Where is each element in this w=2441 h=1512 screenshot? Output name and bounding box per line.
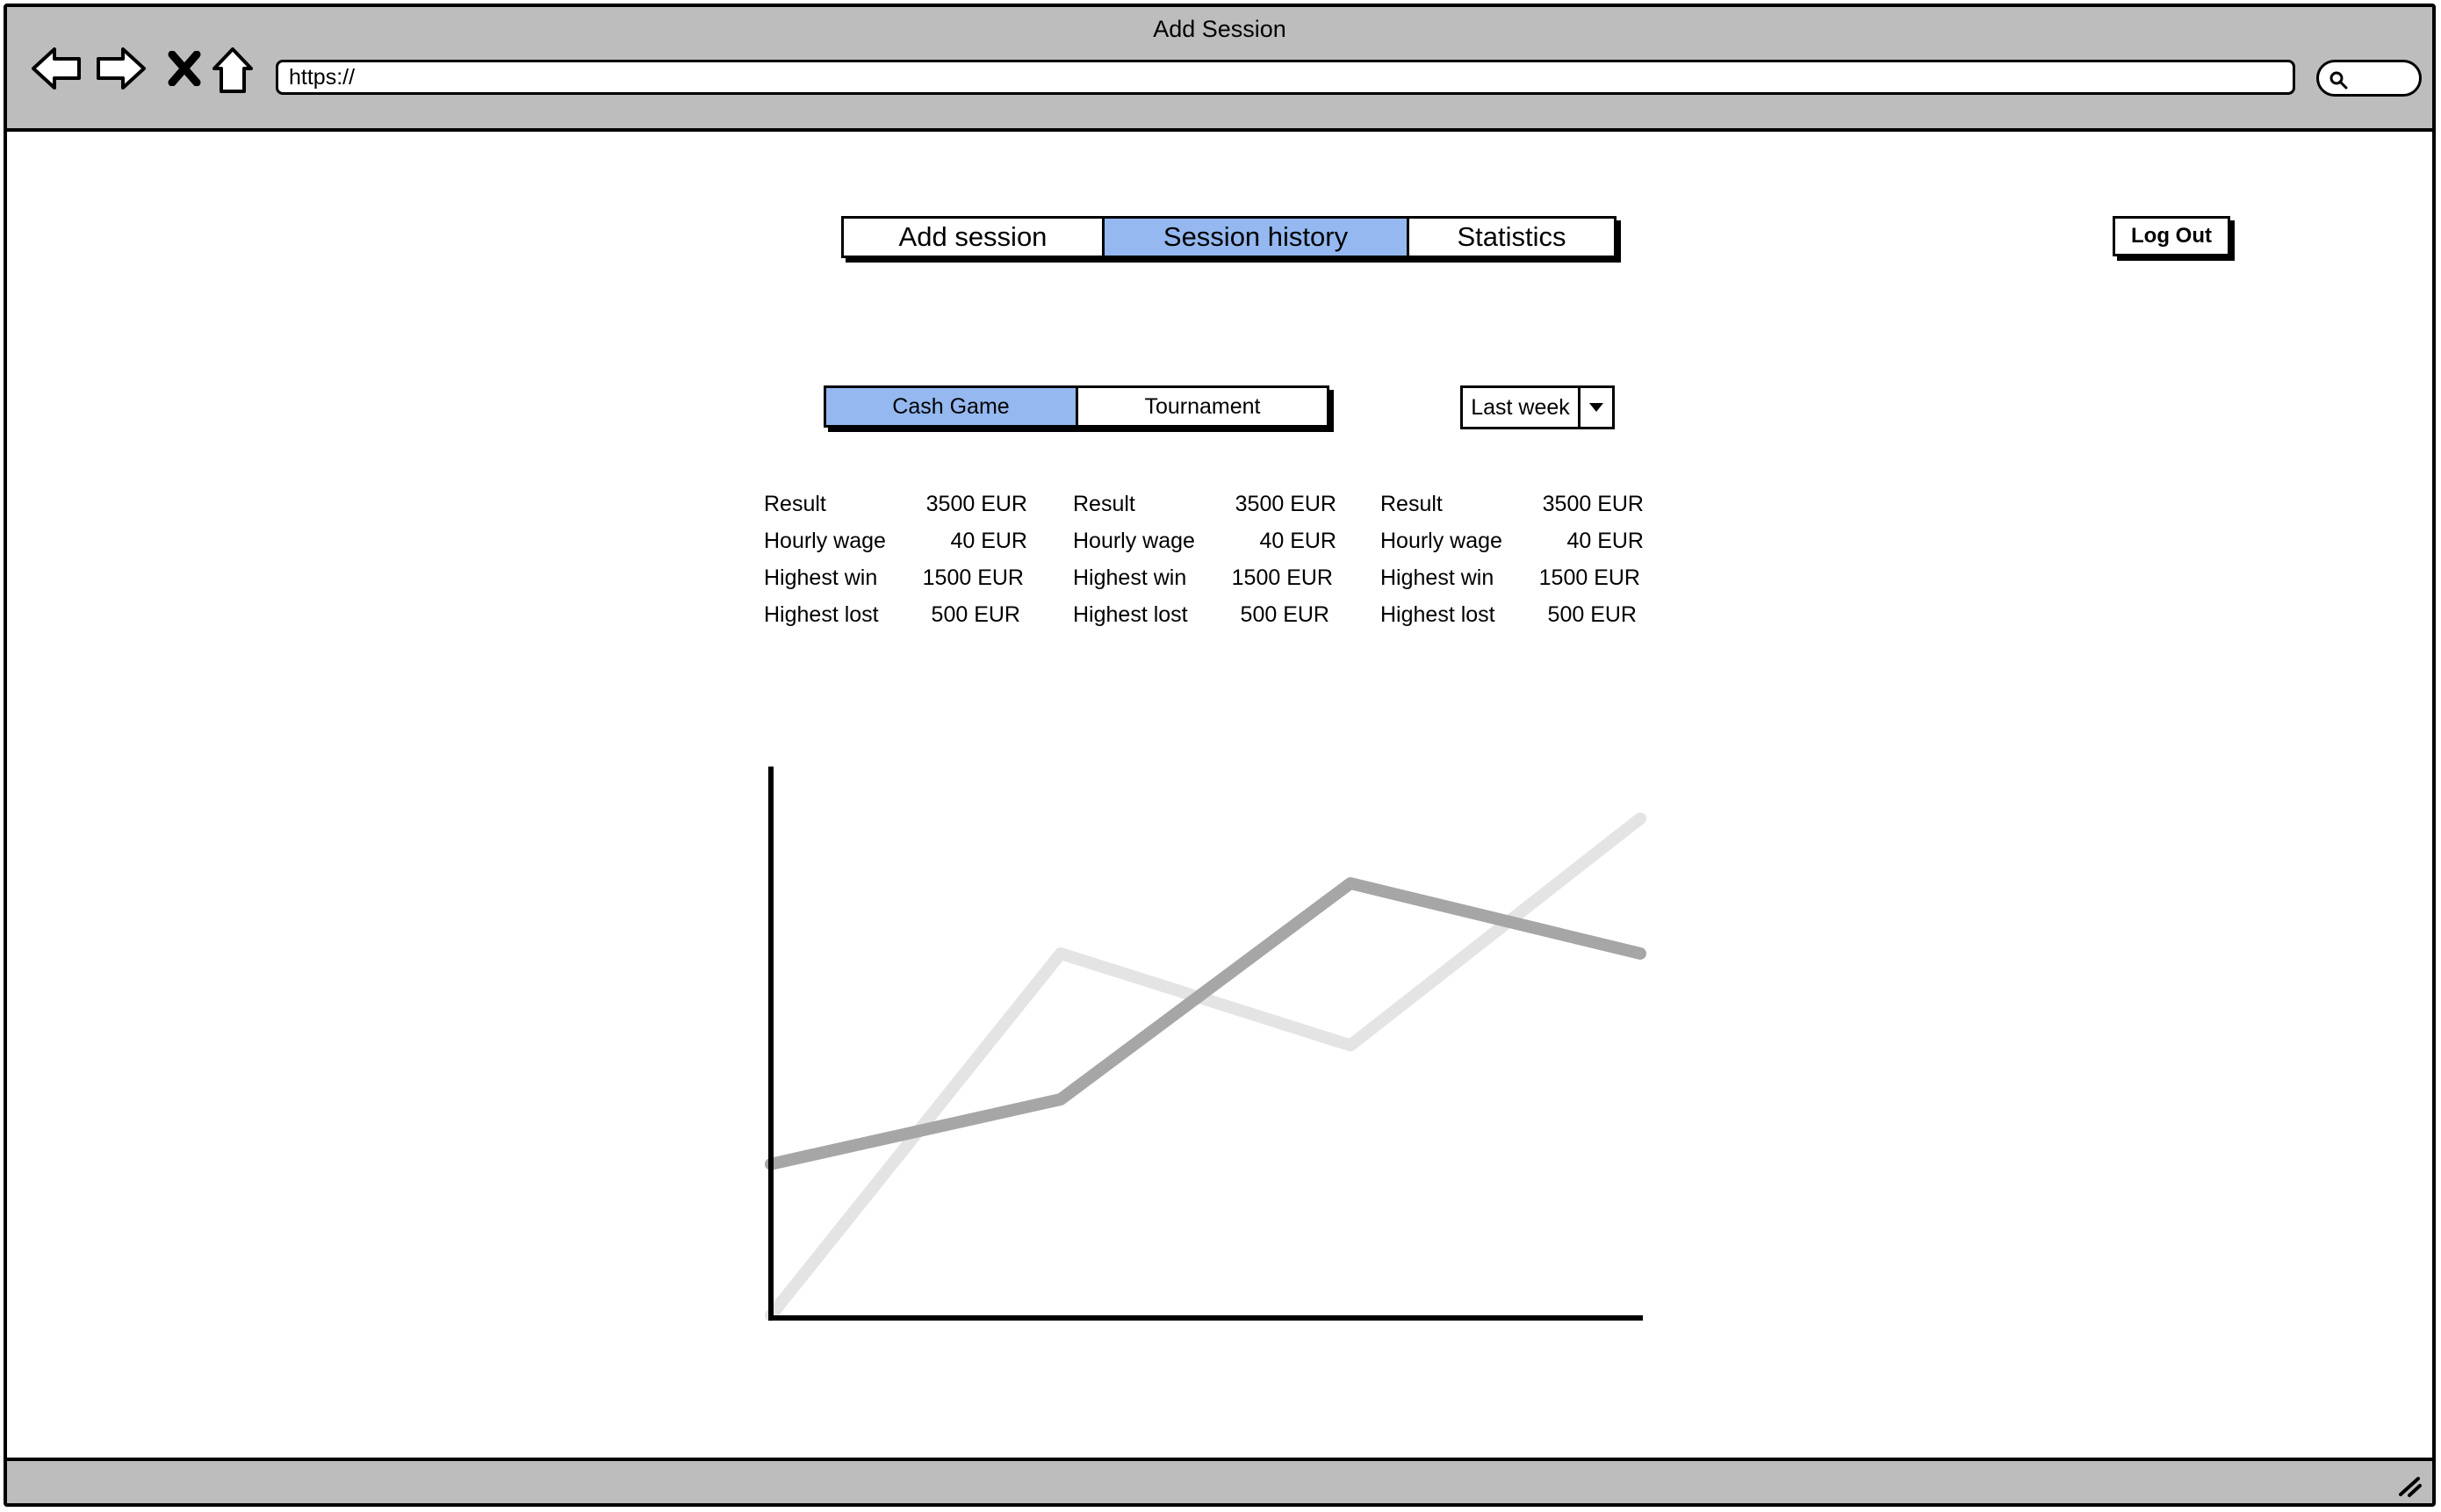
game-type-toggle: Cash Game Tournament (824, 385, 1329, 428)
tab-add-session[interactable]: Add session (898, 221, 1048, 252)
browser-search-field[interactable] (2316, 60, 2422, 97)
resize-grip-icon[interactable] (2397, 1473, 2423, 1498)
window-title: Add Session (1153, 16, 1286, 42)
stat-row-highest-lost: Highest lost 500 EUR (1380, 602, 1644, 639)
stat-value: 3500 EUR (1542, 492, 1644, 516)
stat-row-highest-lost: Highest lost 500 EUR (1073, 602, 1336, 639)
cash-game-button[interactable]: Cash Game (826, 388, 1076, 425)
line-chart (765, 767, 1646, 1321)
stat-label: Highest lost (764, 602, 879, 627)
tab-session-history[interactable]: Session history (1102, 219, 1407, 256)
stats-column-2: Result 3500 EUR Hourly wage 40 EUR Highe… (1073, 492, 1336, 639)
tab-statistics[interactable]: Statistics (1407, 219, 1614, 256)
stat-label: Highest lost (1380, 602, 1495, 627)
stat-label: Hourly wage (764, 529, 886, 553)
stat-value: 500 EUR (931, 602, 1020, 627)
stat-row-hourly-wage: Hourly wage 40 EUR (1073, 529, 1336, 565)
period-select[interactable]: Last week (1460, 385, 1615, 429)
period-select-value: Last week (1471, 394, 1570, 420)
stat-row-hourly-wage: Hourly wage 40 EUR (764, 529, 1027, 565)
home-icon[interactable] (211, 46, 255, 95)
status-bar (7, 1458, 2432, 1503)
forward-arrow-icon[interactable] (95, 46, 148, 91)
stat-label: Highest win (764, 565, 878, 590)
stat-label: Result (1380, 492, 1443, 516)
series-line-2 (765, 877, 1646, 1170)
stat-row-highest-lost: Highest lost 500 EUR (764, 602, 1027, 639)
main-tabs: Add session Session history Statistics (841, 216, 1617, 258)
address-bar[interactable]: https:// (276, 60, 2295, 95)
stat-row-hourly-wage: Hourly wage 40 EUR (1380, 529, 1644, 565)
stat-value: 500 EUR (1240, 602, 1329, 627)
stat-row-highest-win: Highest win 1500 EUR (764, 565, 1027, 602)
stat-value: 1500 EUR (1538, 565, 1640, 590)
stat-label: Result (1073, 492, 1135, 516)
stat-value: 3500 EUR (1235, 492, 1336, 516)
browser-titlebar: Add Session https:// (7, 7, 2432, 132)
stat-value: 40 EUR (1566, 529, 1644, 553)
tournament-button[interactable]: Tournament (1076, 388, 1327, 425)
stat-row-result: Result 3500 EUR (764, 492, 1027, 529)
chevron-down-icon[interactable] (1578, 388, 1612, 427)
stat-value: 40 EUR (1259, 529, 1336, 553)
search-icon (2329, 71, 2348, 90)
stat-label: Highest lost (1073, 602, 1188, 627)
stat-label: Highest win (1073, 565, 1187, 590)
stat-value: 1500 EUR (922, 565, 1024, 590)
stat-value: 3500 EUR (925, 492, 1027, 516)
stat-label: Highest win (1380, 565, 1494, 590)
stat-row-highest-win: Highest win 1500 EUR (1073, 565, 1336, 602)
back-arrow-icon[interactable] (30, 46, 83, 91)
browser-window: Add Session https:// Add session Session… (4, 4, 2436, 1507)
close-icon[interactable] (167, 51, 202, 86)
stat-row-result: Result 3500 EUR (1073, 492, 1336, 529)
stat-label: Result (764, 492, 826, 516)
stats-column-3: Result 3500 EUR Hourly wage 40 EUR Highe… (1380, 492, 1644, 639)
stat-row-highest-win: Highest win 1500 EUR (1380, 565, 1644, 602)
stat-label: Hourly wage (1380, 529, 1502, 553)
stat-value: 500 EUR (1547, 602, 1637, 627)
stat-row-result: Result 3500 EUR (1380, 492, 1644, 529)
stats-column-1: Result 3500 EUR Hourly wage 40 EUR Highe… (764, 492, 1027, 639)
stat-label: Hourly wage (1073, 529, 1195, 553)
stat-value: 40 EUR (950, 529, 1027, 553)
logout-button[interactable]: Log Out (2113, 216, 2230, 256)
series-line-1 (765, 812, 1646, 1321)
stat-value: 1500 EUR (1231, 565, 1333, 590)
